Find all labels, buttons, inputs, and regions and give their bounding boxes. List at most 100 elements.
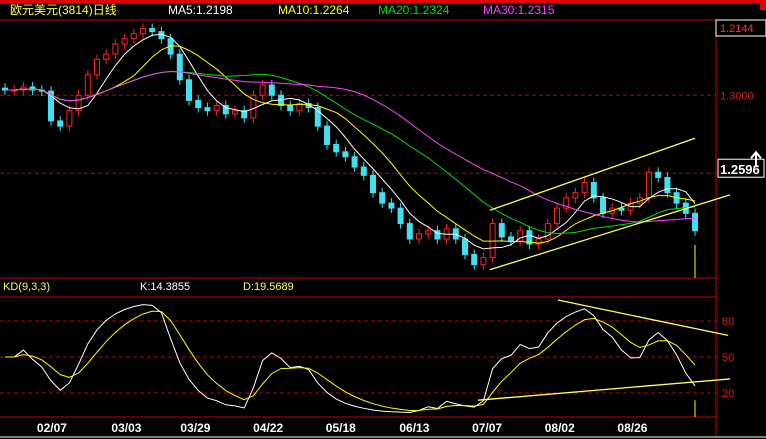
candle — [462, 238, 468, 255]
kd-tick-label: 20 — [722, 388, 734, 400]
candle — [471, 253, 478, 266]
candle — [517, 230, 524, 242]
candle — [195, 99, 202, 109]
candle — [296, 103, 303, 112]
ma10-line — [5, 45, 696, 244]
candle — [176, 53, 183, 81]
candle — [692, 212, 698, 232]
candle — [232, 110, 238, 115]
price-label: 1.3000 — [720, 90, 754, 102]
candle — [314, 107, 321, 127]
ma5-line — [5, 33, 696, 250]
candle — [112, 43, 119, 55]
d-line — [5, 310, 696, 411]
candle — [241, 110, 248, 119]
ma20-label: MA20:1.2324 — [378, 3, 450, 17]
window-control[interactable] — [760, 3, 766, 10]
candle — [388, 202, 395, 209]
x-tick-label: 02/07 — [37, 421, 67, 435]
candle — [581, 181, 588, 194]
candle — [351, 156, 358, 168]
ma30-line — [5, 71, 696, 223]
kd-trendline — [477, 378, 731, 401]
current-price-label: 1.2596 — [720, 162, 760, 177]
candle — [305, 103, 312, 109]
candle — [508, 236, 514, 242]
candle — [287, 104, 294, 112]
candle — [66, 110, 73, 127]
candle — [259, 84, 266, 96]
candle — [140, 27, 146, 35]
candle — [563, 197, 570, 209]
candle — [370, 174, 376, 194]
candle — [544, 223, 551, 240]
x-tick-label: 07/07 — [472, 421, 502, 435]
top-border — [0, 0, 766, 3]
ma10-label: MA10:1.2264 — [278, 3, 350, 17]
candle — [646, 171, 652, 199]
candle — [84, 74, 91, 96]
candle — [20, 86, 27, 91]
candle — [618, 207, 625, 211]
ma5-label: MA5:1.2198 — [168, 3, 233, 17]
candle — [204, 107, 211, 112]
candle — [360, 166, 367, 176]
candle — [94, 58, 100, 76]
price-box — [715, 19, 766, 37]
candle — [416, 233, 422, 240]
candle — [535, 238, 542, 245]
candle — [333, 143, 340, 153]
k-line — [5, 304, 696, 414]
candle — [213, 104, 220, 112]
candle — [664, 176, 671, 194]
candle — [268, 84, 275, 96]
channel-trendline — [489, 194, 731, 271]
d-value: D:19.5689 — [243, 281, 294, 293]
candle — [250, 94, 257, 119]
candle — [186, 79, 192, 101]
candle — [406, 223, 413, 240]
x-tick-label: 08/26 — [617, 421, 647, 435]
arrow-up-icon — [750, 150, 762, 168]
x-tick-label: 04/22 — [253, 421, 283, 435]
price-label: 1.2144 — [720, 23, 754, 35]
candle — [324, 125, 330, 145]
candle — [379, 192, 386, 204]
kd-trendline — [557, 299, 729, 337]
kd-label: KD(9,3,3) — [3, 281, 51, 293]
candle — [572, 192, 579, 199]
candle — [121, 38, 128, 45]
candle — [655, 171, 662, 178]
ma20-line — [5, 71, 696, 234]
candle — [434, 230, 441, 240]
candle — [590, 181, 597, 199]
candle — [397, 207, 404, 225]
candle — [29, 86, 36, 91]
x-tick-label: 03/03 — [111, 421, 141, 435]
ma30-label: MA30:1.2315 — [483, 3, 555, 17]
x-tick-label: 03/29 — [180, 421, 210, 435]
x-tick-label: 08/02 — [545, 421, 575, 435]
candle — [342, 151, 349, 158]
channel-trendline — [489, 137, 696, 211]
candle — [75, 94, 82, 112]
candle — [222, 104, 229, 115]
x-tick-label: 06/13 — [399, 421, 429, 435]
candle — [130, 33, 137, 40]
candle — [57, 120, 64, 127]
k-value: K:14.3855 — [140, 281, 191, 293]
candle — [526, 230, 533, 245]
x-tick-label: 05/18 — [326, 421, 356, 435]
candle — [554, 207, 560, 225]
kd-tick-label: 50 — [722, 352, 734, 364]
candle — [600, 197, 606, 214]
candle — [498, 223, 505, 238]
candle — [149, 27, 156, 33]
candle — [103, 53, 110, 60]
candle — [425, 230, 432, 235]
candle — [48, 90, 54, 122]
kd-tick-label: 80 — [722, 316, 734, 328]
candle — [480, 257, 487, 266]
chart-title: 欧元美元(3814)日线 — [10, 3, 117, 17]
